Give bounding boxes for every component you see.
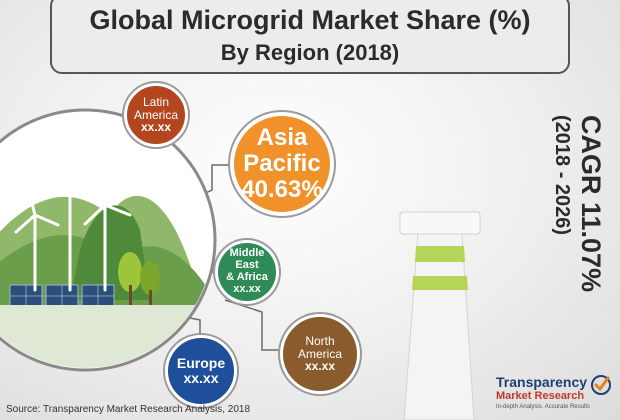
bubble-label-line: America [297, 346, 342, 361]
bubble-label-line: Europe [176, 354, 226, 371]
chart-subtitle: By Region (2018) [220, 40, 400, 65]
title-box [50, 0, 570, 74]
bubble-label-line: North [305, 333, 335, 348]
microgrid-landscape-illustration [0, 108, 217, 372]
bubble-asia-pacific: Asia Pacific 40.63% [230, 112, 334, 216]
bubble-label-line: & Africa [226, 271, 268, 283]
logo-name-line2: Market Research [496, 390, 585, 402]
cagr-callout: CAGR 11.07% (2018 - 2026) [407, 115, 607, 315]
logo-name-line1: Transparency [496, 374, 588, 390]
bubble-europe: Europe xx.xx [165, 335, 237, 407]
bubble-middle-east-africa: Middle East & Africa xx.xx [215, 240, 279, 304]
smokestack-illustration [399, 211, 481, 420]
bubble-label-line: America [133, 107, 178, 122]
bubble-value: xx.xx [183, 370, 219, 386]
bubble-value: xx.xx [233, 282, 261, 295]
bubble-label-line: Latin [142, 94, 170, 109]
bubble-north-america: North America xx.xx [280, 314, 360, 394]
cagr-value: CAGR 11.07% [576, 115, 606, 293]
bubble-label-line: Middle East [229, 247, 265, 272]
bubble-latin-america: Latin America xx.xx [124, 83, 188, 147]
bubble-value: xx.xx [304, 359, 336, 374]
source-note: Source: Transparency Market Research Ana… [6, 404, 251, 415]
bubble-label-line: Asia [256, 124, 308, 152]
brand-logo: Transparency Market Research In-depth An… [486, 372, 616, 416]
logo-tagline: In-depth Analysis. Accurate Results [496, 404, 591, 410]
chart-title: Global Microgrid Market Share (%) [89, 5, 531, 35]
bubble-value: xx.xx [140, 120, 172, 135]
bubble-value: 40.63% [241, 175, 323, 203]
cagr-period: (2018 - 2026) [551, 115, 573, 236]
logo-checkmark-icon [591, 375, 611, 395]
connector-na [224, 299, 282, 351]
bubble-label-line: Pacific [243, 150, 321, 178]
